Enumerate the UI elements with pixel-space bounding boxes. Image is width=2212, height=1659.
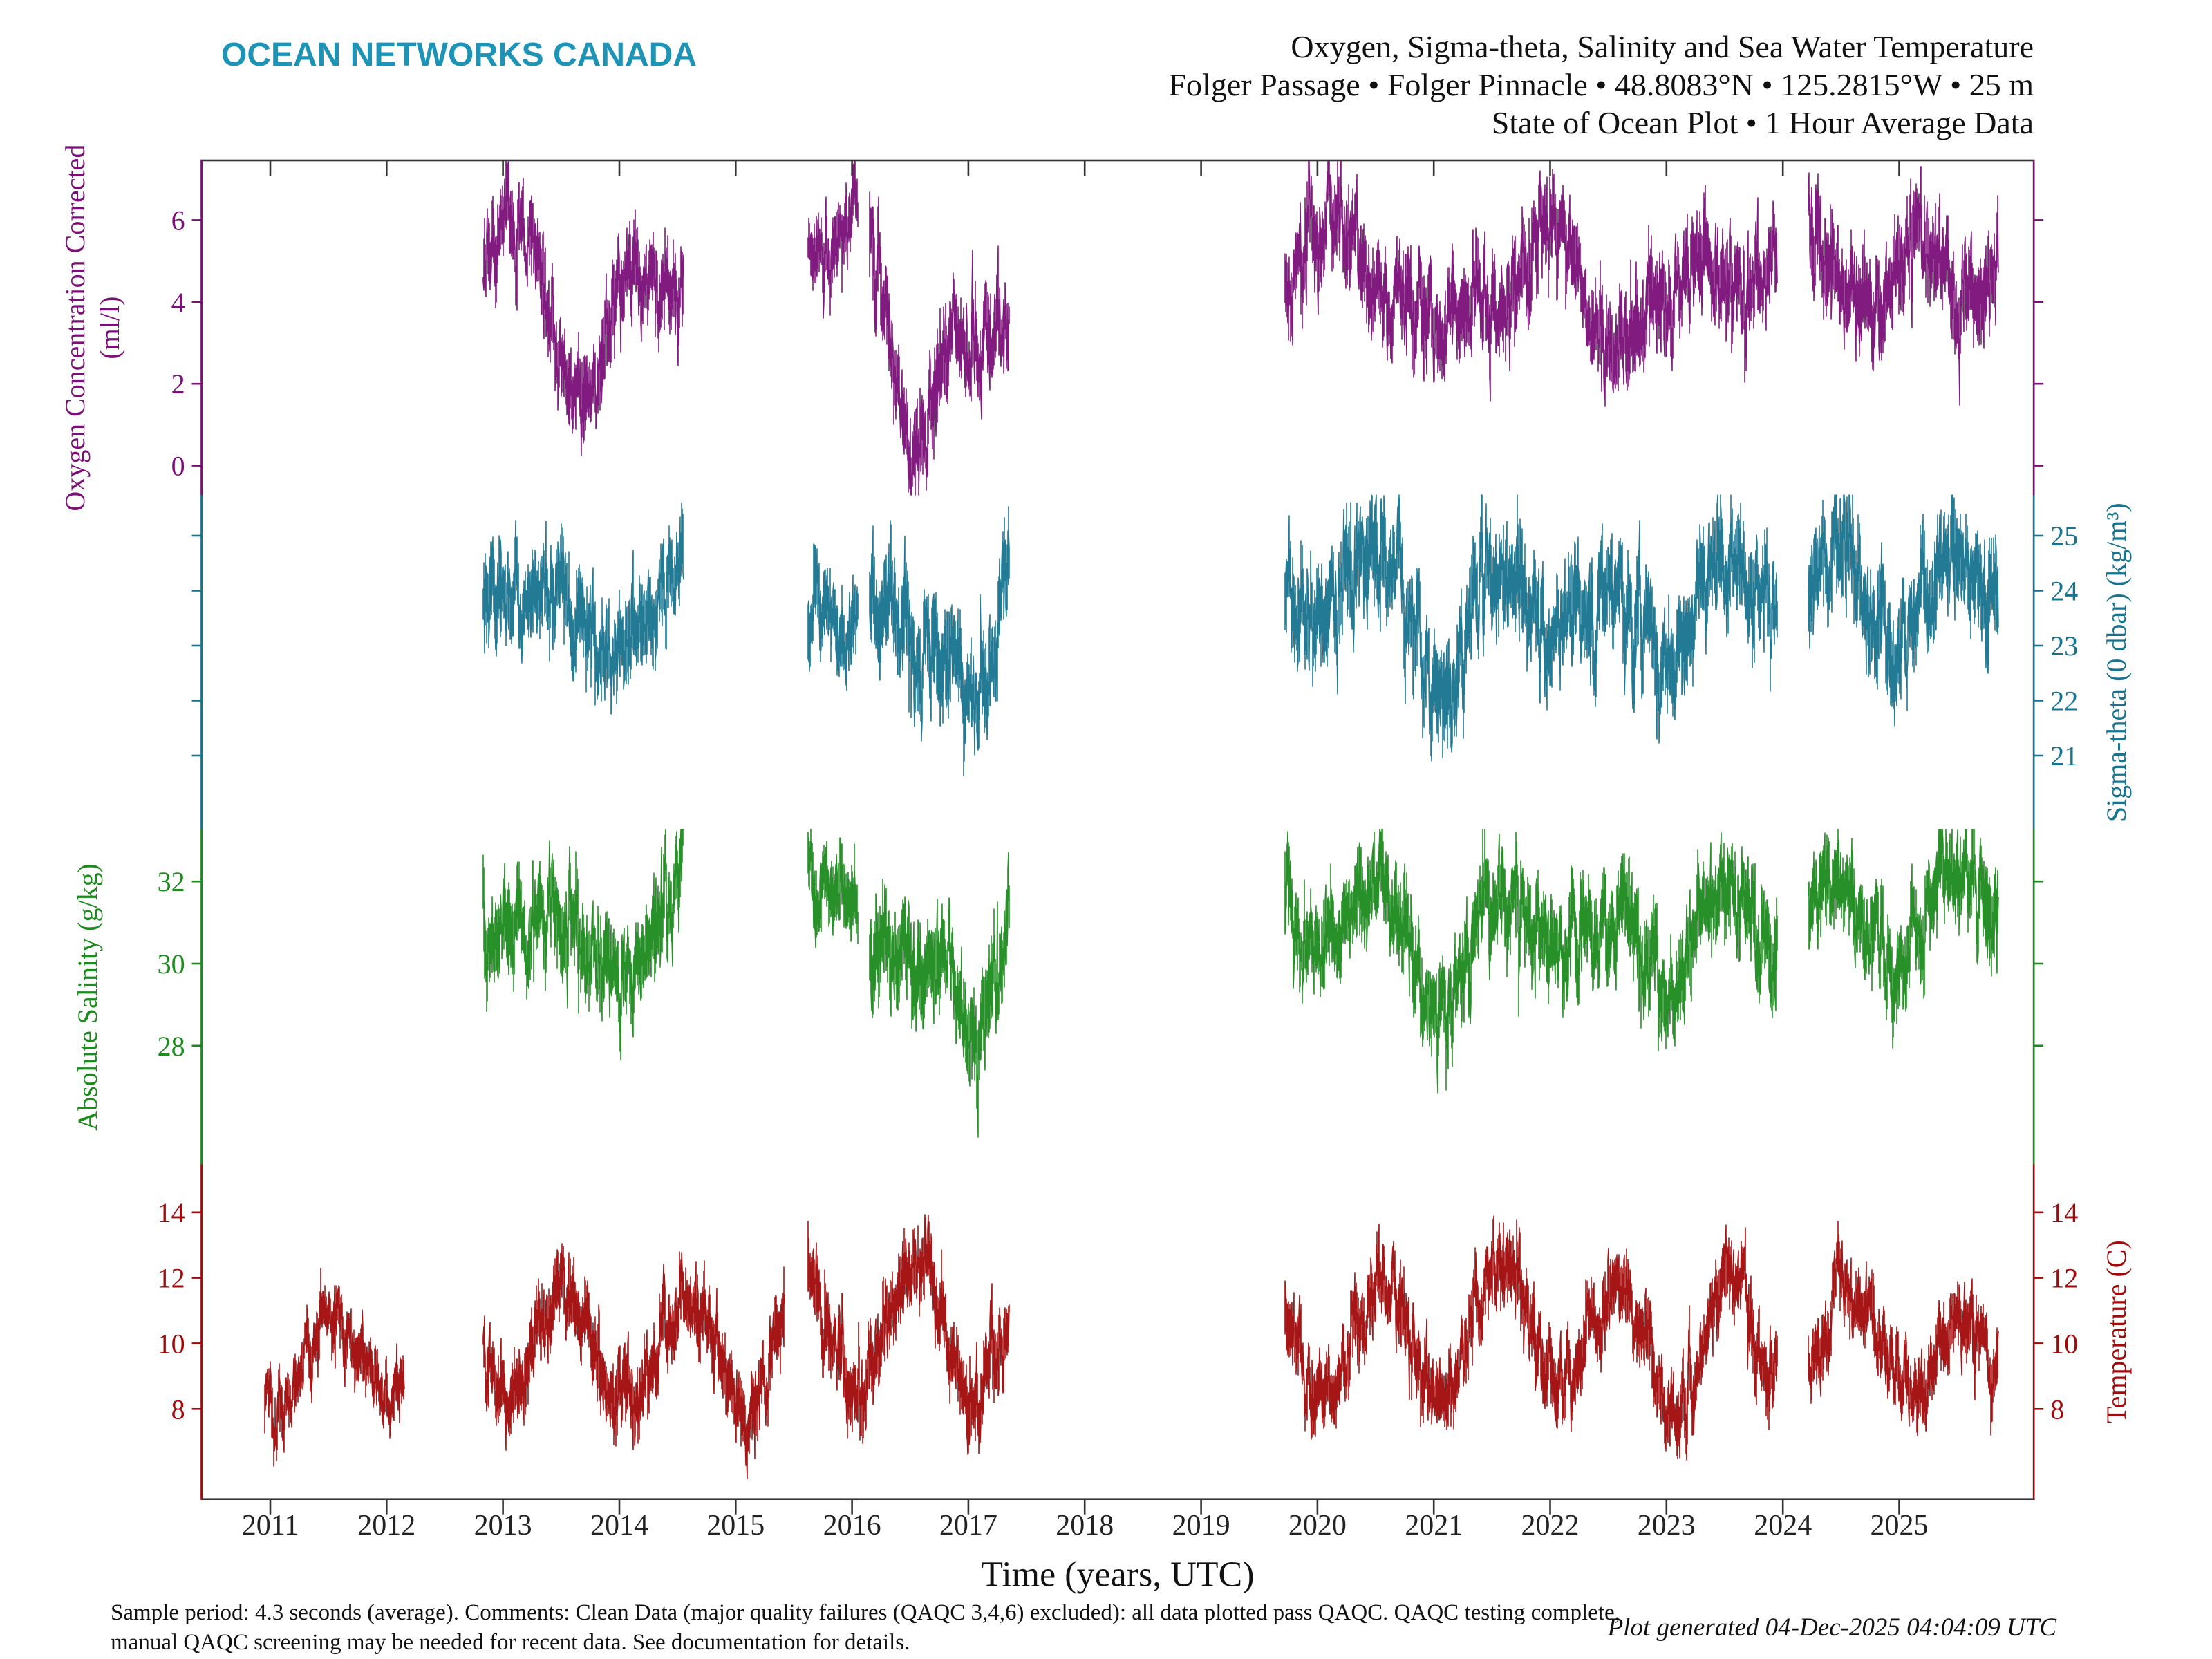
svg-text:28: 28 <box>158 1031 185 1062</box>
svg-text:2013: 2013 <box>474 1510 532 1541</box>
svg-text:Oxygen Concentration Corrected: Oxygen Concentration Corrected <box>59 144 91 512</box>
svg-text:23: 23 <box>2050 630 2078 662</box>
svg-text:12: 12 <box>2050 1263 2078 1294</box>
svg-text:2: 2 <box>171 368 185 400</box>
svg-text:14: 14 <box>158 1197 185 1228</box>
svg-text:Absolute Salinity (g/kg): Absolute Salinity (g/kg) <box>72 863 103 1131</box>
svg-text:2024: 2024 <box>1754 1510 1812 1541</box>
svg-text:2019: 2019 <box>1172 1510 1230 1541</box>
svg-text:0: 0 <box>171 451 185 482</box>
svg-text:32: 32 <box>158 866 185 897</box>
svg-text:Sigma-theta (0 dbar) (kg/m³): Sigma-theta (0 dbar) (kg/m³) <box>2101 503 2132 822</box>
svg-text:8: 8 <box>2050 1394 2064 1425</box>
svg-text:12: 12 <box>158 1263 185 1294</box>
svg-text:2023: 2023 <box>1638 1510 1696 1541</box>
svg-text:24: 24 <box>2050 576 2078 607</box>
svg-text:8: 8 <box>171 1394 185 1425</box>
svg-text:21: 21 <box>2050 740 2078 771</box>
svg-text:14: 14 <box>2050 1197 2078 1228</box>
svg-text:2022: 2022 <box>1521 1510 1580 1541</box>
svg-text:2018: 2018 <box>1056 1510 1114 1541</box>
svg-text:4: 4 <box>171 287 185 318</box>
svg-text:(ml/l): (ml/l) <box>94 297 125 359</box>
svg-text:25: 25 <box>2050 521 2078 552</box>
svg-text:2012: 2012 <box>357 1510 415 1541</box>
svg-text:30: 30 <box>158 948 185 980</box>
svg-text:Time (years, UTC): Time (years, UTC) <box>981 1555 1254 1595</box>
svg-text:2016: 2016 <box>823 1510 881 1541</box>
svg-text:10: 10 <box>2050 1328 2078 1359</box>
svg-text:2011: 2011 <box>242 1510 299 1541</box>
svg-text:Temperature (C): Temperature (C) <box>2101 1240 2132 1423</box>
svg-text:2021: 2021 <box>1405 1510 1463 1541</box>
svg-text:2014: 2014 <box>590 1510 648 1541</box>
svg-text:22: 22 <box>2050 686 2078 717</box>
svg-text:2020: 2020 <box>1288 1510 1347 1541</box>
svg-text:2025: 2025 <box>1871 1510 1929 1541</box>
svg-text:2015: 2015 <box>706 1510 765 1541</box>
svg-text:6: 6 <box>171 205 185 236</box>
svg-text:2017: 2017 <box>939 1510 997 1541</box>
svg-text:10: 10 <box>158 1328 185 1359</box>
